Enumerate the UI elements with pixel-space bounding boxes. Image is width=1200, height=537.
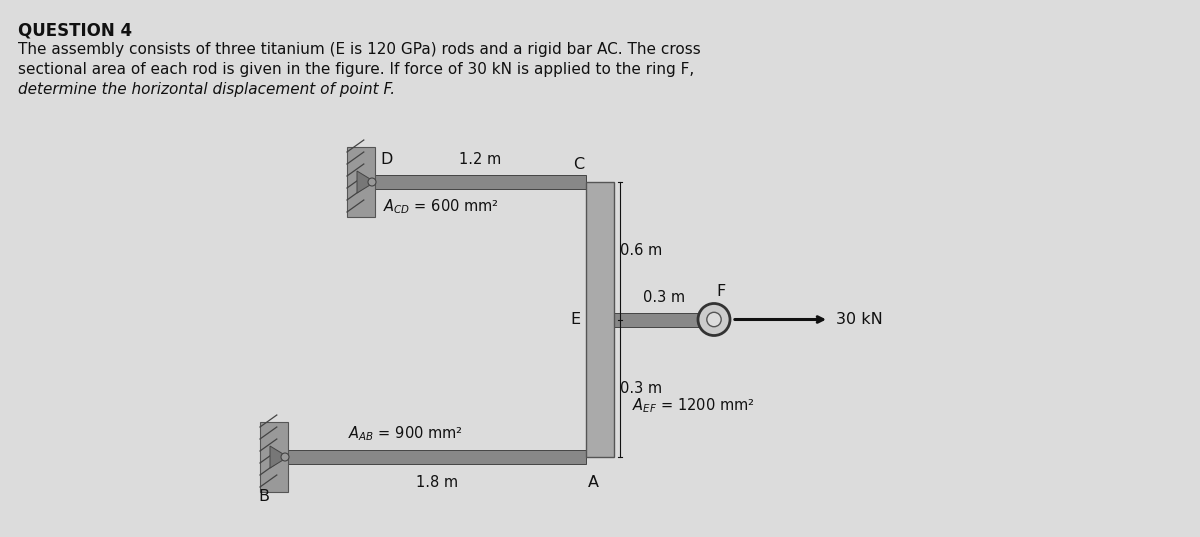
Bar	[586, 182, 614, 457]
Text: 30 kN: 30 kN	[836, 312, 883, 327]
Text: QUESTION 4: QUESTION 4	[18, 22, 132, 40]
Bar	[260, 422, 288, 492]
Text: 1.8 m: 1.8 m	[416, 475, 458, 490]
Polygon shape	[358, 171, 374, 193]
Text: determine the horizontal displacement of point F.: determine the horizontal displacement of…	[18, 82, 395, 97]
Text: sectional area of each rod is given in the figure. If force of 30 kN is applied : sectional area of each rod is given in t…	[18, 62, 695, 77]
Circle shape	[368, 178, 376, 186]
Text: 0.3 m: 0.3 m	[643, 291, 685, 306]
Bar	[614, 313, 714, 326]
Text: 0.6 m: 0.6 m	[620, 243, 662, 258]
Circle shape	[707, 313, 721, 326]
Bar	[374, 175, 586, 189]
Polygon shape	[270, 446, 288, 468]
Text: $A_{CD}$ = 600 mm²: $A_{CD}$ = 600 mm²	[383, 197, 499, 216]
Text: B: B	[258, 489, 269, 504]
Circle shape	[281, 453, 289, 461]
Text: $A_{EF}$ = 1200 mm²: $A_{EF}$ = 1200 mm²	[632, 396, 755, 415]
Bar	[288, 450, 586, 464]
Text: E: E	[570, 312, 580, 327]
Text: $A_{AB}$ = 900 mm²: $A_{AB}$ = 900 mm²	[348, 424, 463, 443]
Bar	[347, 147, 374, 217]
Text: The assembly consists of three titanium (E is 120 GPa) rods and a rigid bar AC. : The assembly consists of three titanium …	[18, 42, 701, 57]
Text: 0.3 m: 0.3 m	[620, 381, 662, 396]
Text: 1.2 m: 1.2 m	[460, 152, 502, 167]
Text: D: D	[380, 152, 392, 167]
Circle shape	[698, 303, 730, 336]
Text: A: A	[588, 475, 599, 490]
Text: F: F	[716, 285, 725, 300]
Text: C: C	[572, 157, 584, 172]
